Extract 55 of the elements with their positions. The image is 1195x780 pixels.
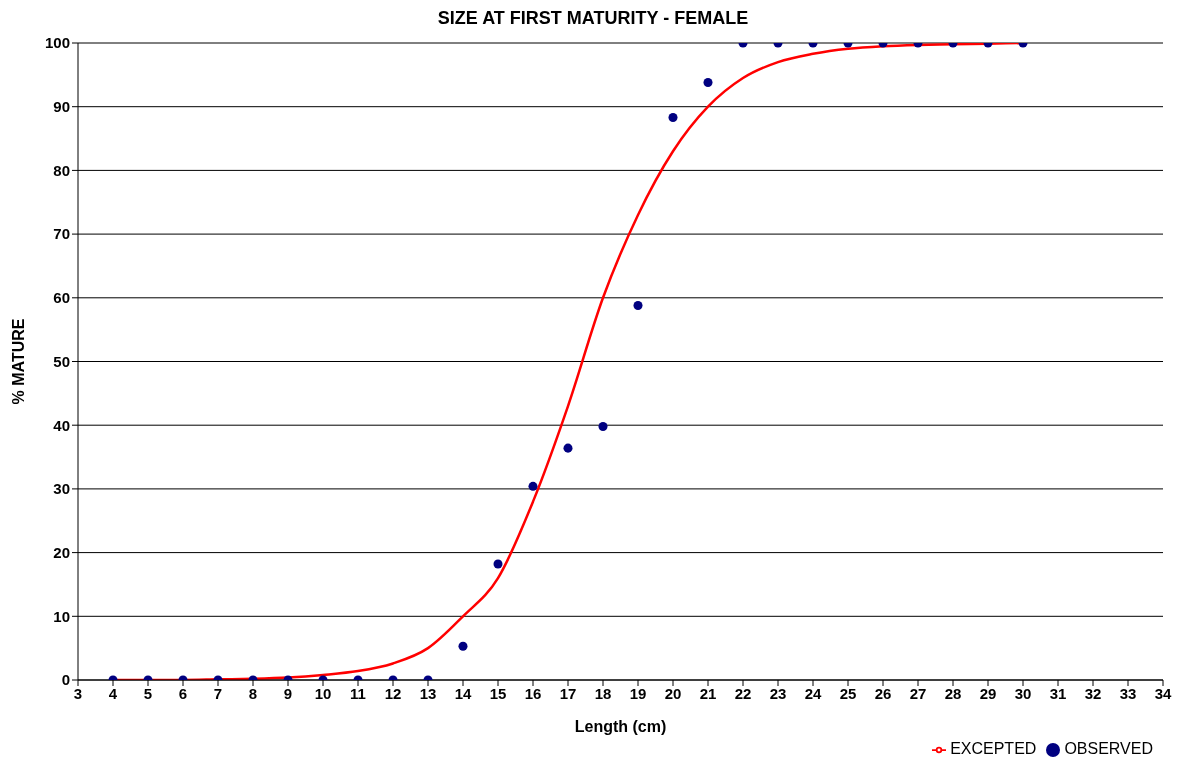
x-tick-label: 7 — [213, 684, 223, 702]
y-tick-label: 10 — [53, 607, 70, 625]
x-tick-label: 26 — [874, 684, 892, 702]
x-tick-label: 14 — [454, 684, 472, 702]
point — [668, 113, 678, 123]
point — [633, 300, 643, 310]
point — [563, 443, 573, 453]
y-axis-title: % MATURE — [9, 318, 27, 405]
x-tick-label: 20 — [664, 684, 682, 702]
y-tick-label: 90 — [53, 98, 70, 116]
y-tick-label: 50 — [53, 352, 70, 370]
x-tick-label: 24 — [804, 684, 822, 702]
x-tick-label: 31 — [1049, 684, 1067, 702]
x-tick-label: 30 — [1014, 684, 1032, 702]
x-tick-label: 10 — [314, 684, 332, 702]
x-tick-label: 5 — [143, 684, 153, 702]
x-tick-label: 33 — [1119, 684, 1137, 702]
x-tick-label: 29 — [979, 684, 997, 702]
y-tick-label: 80 — [53, 161, 70, 179]
x-tick-label: 27 — [909, 684, 927, 702]
x-tick-label: 13 — [419, 684, 437, 702]
x-tick-label: 25 — [839, 684, 857, 702]
y-tick-label: 40 — [53, 416, 70, 434]
x-tick-label: 4 — [108, 684, 118, 702]
chart-title: SIZE AT FIRST MATURITY - FEMALE — [436, 8, 750, 29]
legend-label: OBSERVED — [1064, 740, 1153, 757]
x-axis-title: Length (cm) — [574, 718, 667, 735]
x-tick-label: 11 — [350, 684, 366, 702]
y-tick-label: 60 — [53, 289, 70, 307]
x-tick-label: 28 — [944, 684, 962, 702]
x-tick-label: 23 — [769, 684, 787, 702]
y-tick-label: 30 — [53, 480, 70, 498]
x-tick-label: 15 — [489, 684, 507, 702]
point — [598, 421, 608, 431]
x-tick-label: 6 — [178, 684, 188, 702]
x-tick-label: 22 — [734, 684, 752, 702]
x-tick-label: 12 — [384, 684, 402, 702]
x-tick-label: 19 — [629, 684, 647, 702]
y-tick-label: 20 — [53, 543, 70, 561]
x-tick-label: 18 — [594, 684, 612, 702]
x-tick-label: 16 — [524, 684, 542, 702]
point — [458, 641, 468, 651]
x-tick-label: 21 — [699, 684, 717, 702]
y-tick-label: 100 — [44, 34, 70, 52]
x-tick-label: 32 — [1084, 684, 1102, 702]
y-tick-label: 0 — [61, 671, 70, 689]
x-tick-label: 8 — [248, 684, 258, 702]
point — [528, 481, 538, 491]
x-tick-label: 3 — [73, 684, 83, 702]
x-tick-label: 34 — [1154, 684, 1172, 702]
x-tick-label: 17 — [559, 684, 577, 702]
legend-label: EXCEPTED — [950, 740, 1037, 757]
y-tick-label: 70 — [53, 225, 70, 243]
x-tick-label: 9 — [283, 684, 293, 702]
point — [493, 559, 503, 569]
